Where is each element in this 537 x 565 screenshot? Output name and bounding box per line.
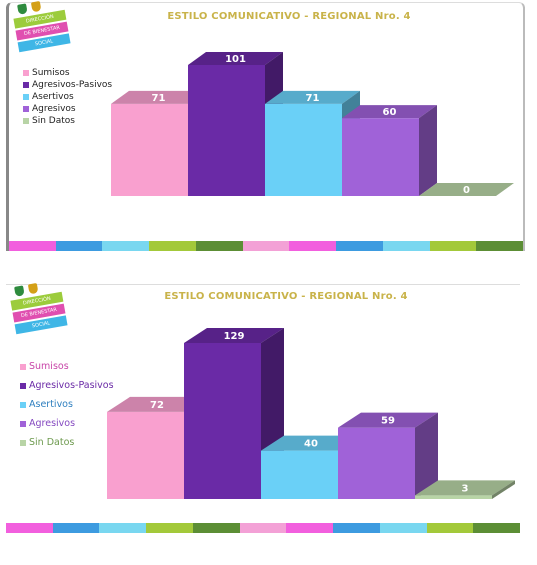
bar-front xyxy=(265,103,342,196)
legend-label: Asertivos xyxy=(32,92,74,102)
stripe-segment xyxy=(149,241,196,251)
stripe-segment xyxy=(336,241,383,251)
legend-item: Sin Datos xyxy=(23,115,112,127)
legend-item: Asertivos xyxy=(20,395,114,414)
stripe-segment xyxy=(99,523,147,533)
stripe-segment xyxy=(333,523,380,533)
stripe-segment xyxy=(52,523,100,533)
bar-side xyxy=(415,412,438,499)
legend-label: Asertivos xyxy=(29,399,73,410)
legend-swatch xyxy=(23,118,29,124)
bar-front xyxy=(338,427,415,499)
chart-legend: Sumisos Agresivos-Pasivos Asertivos Agre… xyxy=(20,357,114,452)
legend-swatch xyxy=(23,94,29,100)
legend-swatch xyxy=(20,382,26,389)
bar-top xyxy=(338,412,438,428)
stripe-segment xyxy=(55,241,103,251)
bar-value-label: 3 xyxy=(462,483,469,494)
legend-label: Agresivos xyxy=(32,104,76,114)
bar-side xyxy=(419,105,437,196)
bar xyxy=(342,105,437,196)
bar-front xyxy=(261,450,338,499)
bar-top xyxy=(419,183,514,196)
chart-slide-2: DIRECCIÓN DE BIENESTAR SOCIAL ESTILO COM… xyxy=(6,282,521,533)
stripe-segment xyxy=(379,523,427,533)
stripe-segment xyxy=(102,241,150,251)
legend-item: Agresivos xyxy=(23,103,112,115)
bar-front xyxy=(111,103,188,196)
bar-chart-plot: 71 101 71 60 0 xyxy=(111,52,514,196)
bar-top xyxy=(415,480,515,496)
bar-chart-plot: 72 129 40 59 3 xyxy=(107,328,515,499)
legend-swatch xyxy=(20,401,26,408)
bar-top xyxy=(342,105,437,119)
legend-swatch xyxy=(20,420,26,427)
stripe-segment xyxy=(239,523,287,533)
stripe-segment xyxy=(426,523,474,533)
bar-value-label: 0 xyxy=(463,185,470,196)
stripe-segment xyxy=(6,523,53,533)
bar-value-label: 60 xyxy=(383,107,397,118)
stripe-segment xyxy=(476,241,524,251)
bar-value-label: 71 xyxy=(152,93,166,104)
legend-item: Agresivos-Pasivos xyxy=(23,79,112,91)
bar-front xyxy=(415,495,492,499)
stripe-segment xyxy=(289,241,337,251)
bar-side xyxy=(492,480,515,499)
stripe-segment xyxy=(146,523,193,533)
stripe-segment xyxy=(195,241,243,251)
legend-label: Sumisos xyxy=(29,361,69,372)
footer-color-stripe xyxy=(9,241,524,251)
legend-item: Sin Datos xyxy=(20,433,114,452)
bar-value-label: 71 xyxy=(306,93,320,104)
chart-slide-1: DIRECCIÓN DE BIENESTAR SOCIAL ESTILO COM… xyxy=(6,0,525,251)
legend-label: Agresivos-Pasivos xyxy=(29,380,114,391)
legend-swatch xyxy=(23,70,29,76)
bar xyxy=(415,480,515,499)
legend-label: Sin Datos xyxy=(29,437,75,448)
legend-label: Sumisos xyxy=(32,68,70,78)
bar-value-label: 129 xyxy=(224,331,245,342)
stripe-segment xyxy=(286,523,334,533)
legend-item: Agresivos xyxy=(20,414,114,433)
bar-top xyxy=(184,328,284,343)
bar-top xyxy=(261,435,361,451)
legend-swatch xyxy=(20,439,26,446)
legend-swatch xyxy=(23,82,29,88)
bar-front xyxy=(107,411,184,499)
legend-swatch xyxy=(20,363,26,370)
bar-front xyxy=(188,65,265,196)
bar-value-label: 40 xyxy=(304,439,318,450)
stripe-segment xyxy=(192,523,240,533)
legend-item: Sumisos xyxy=(23,67,112,79)
bar xyxy=(338,412,438,499)
legend-swatch xyxy=(23,106,29,112)
bar-value-label: 59 xyxy=(381,416,395,427)
bar-value-label: 72 xyxy=(150,400,164,411)
bar xyxy=(184,328,284,499)
bar-top xyxy=(265,90,360,104)
legend-item: Sumisos xyxy=(20,357,114,376)
chart-title: ESTILO COMUNICATIVO - REGIONAL Nro. 4 xyxy=(164,291,408,302)
bar-top xyxy=(188,52,283,65)
stripe-segment xyxy=(473,523,521,533)
legend-label: Agresivos-Pasivos xyxy=(32,80,113,90)
bar xyxy=(419,183,514,196)
bar-front xyxy=(184,343,261,499)
legend-item: Asertivos xyxy=(23,91,112,103)
stripe-segment xyxy=(242,241,290,251)
stripe-segment xyxy=(9,241,56,251)
bar-value-label: 101 xyxy=(225,54,246,65)
legend-label: Agresivos xyxy=(29,418,76,429)
bar-top xyxy=(107,396,207,412)
bar-top xyxy=(111,90,206,104)
legend-label: Sin Datos xyxy=(32,116,75,126)
stripe-segment xyxy=(429,241,477,251)
legend-item: Agresivos-Pasivos xyxy=(20,376,114,395)
chart-title: ESTILO COMUNICATIVO - REGIONAL Nro. 4 xyxy=(167,11,411,22)
footer-color-stripe xyxy=(6,523,521,533)
stripe-segment xyxy=(382,241,430,251)
bar-front xyxy=(342,118,419,196)
chart-legend: Sumisos Agresivos-Pasivos Asertivos Agre… xyxy=(23,67,112,127)
